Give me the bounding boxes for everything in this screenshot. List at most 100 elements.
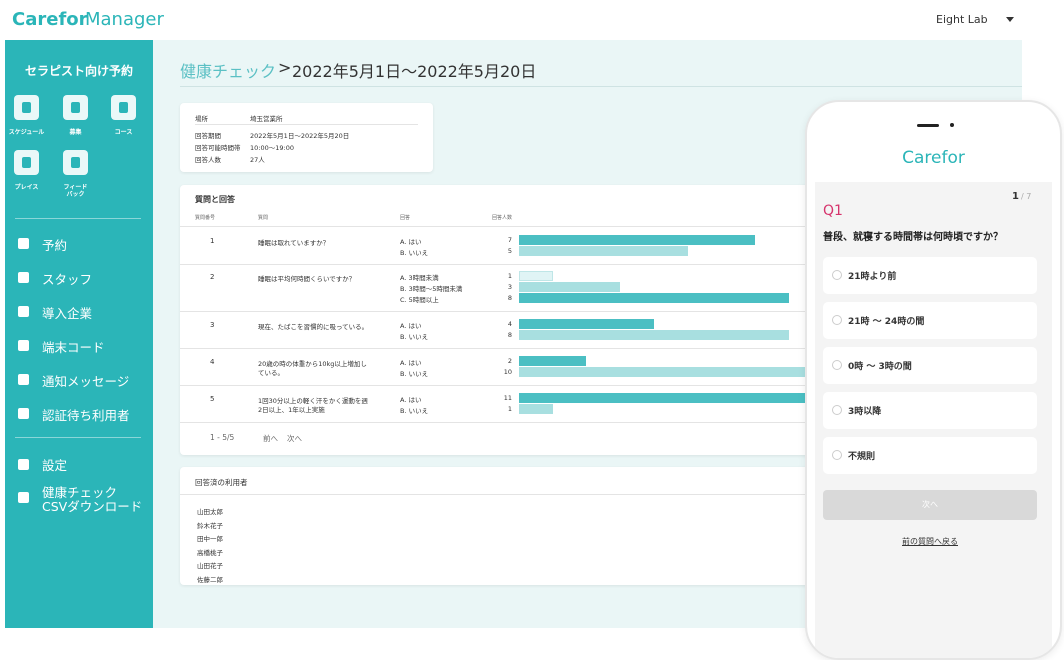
answer-count: 1 <box>507 272 512 280</box>
menu-icon <box>18 340 29 351</box>
answer-label: B. いいえ <box>400 248 429 257</box>
answer-label: A. はい <box>400 237 422 246</box>
next-button[interactable]: 次へ <box>823 490 1037 520</box>
back-link[interactable]: 前の質問へ戻る <box>902 537 958 546</box>
question-text: 現在、たばこを習慣的に吸っている。 <box>258 322 369 331</box>
menu-icon <box>18 272 29 283</box>
row-rule <box>180 385 840 386</box>
icon-label: コース <box>114 129 133 136</box>
row-rule <box>180 264 840 265</box>
notch-dot <box>950 123 954 127</box>
icon-label: フィード <box>63 184 88 191</box>
answer-label: A. はい <box>400 321 422 330</box>
answer-count: 11 <box>503 393 512 402</box>
answer-count: 7 <box>507 235 512 244</box>
answer-option[interactable]: 不規則 <box>823 437 1037 474</box>
question: 普段、就寝する時間帯は何時頃ですか？ <box>823 232 1003 243</box>
icon-glyph <box>22 157 31 168</box>
question-no: 1 <box>210 236 215 245</box>
answer-label: B. いいえ <box>400 406 429 415</box>
column-header: 回答 <box>400 215 411 221</box>
app-icon[interactable] <box>14 95 39 120</box>
answer-option[interactable]: 21時 〜 24時の間 <box>823 302 1037 339</box>
menu-item[interactable]: 設定 <box>42 458 68 473</box>
progress-current: 1 <box>1012 191 1019 202</box>
menu-item[interactable]: 端末コード <box>42 340 105 355</box>
sidebar-title: セラピスト向け予約 <box>24 64 133 78</box>
app-icon[interactable] <box>111 95 136 120</box>
option-text: 21時 〜 24時の間 <box>848 317 925 327</box>
icon-label: スケジュール <box>8 129 45 136</box>
column-header: 質問 <box>258 215 269 221</box>
caret <box>1006 17 1014 22</box>
respondent-name: 田中一郎 <box>197 535 223 543</box>
menu-icon <box>18 306 29 317</box>
brand: Manager <box>85 9 164 30</box>
answer-label: B. 3時間〜5時間未満 <box>400 285 463 293</box>
radio <box>832 450 842 460</box>
answer-option[interactable]: 0時 〜 3時の間 <box>823 347 1037 384</box>
respondent-name: 佐藤二郎 <box>197 575 223 584</box>
app-icon[interactable] <box>63 95 88 120</box>
respondents-card: 回答済の利用者 山田太郎 鈴木花子 田中一郎 高橋桃子 山田花子 佐藤二郎 <box>180 467 840 585</box>
menu-item[interactable]: CSVダウンロード <box>42 499 143 514</box>
question-no: 3 <box>210 320 215 329</box>
pagination-next[interactable]: 次へ <box>287 434 302 443</box>
qa-title: 質問と回答 <box>195 195 235 204</box>
icon-label: バック <box>66 191 85 198</box>
user-menu[interactable]: Eight Lab <box>936 13 988 26</box>
respondent-name: 山田太郎 <box>197 508 223 516</box>
answer-label: A. はい <box>400 358 422 367</box>
menu-item[interactable]: 健康チェック <box>42 485 118 500</box>
answer-option[interactable]: 21時より前 <box>823 257 1037 294</box>
qa-card: 質問と回答 質問番号 質問 回答 回答人数 1 睡眠は取れていますか？ A. はい 7 B. いい… <box>180 185 890 455</box>
menu-item[interactable]: 予約 <box>42 238 68 253</box>
menu-icon <box>18 238 29 249</box>
info-card: 場所 埼玉営業所 回答期間 2022年5月1日〜2022年5月20日 回答可能時間帯 10… <box>180 103 433 172</box>
app-icon[interactable] <box>14 150 39 175</box>
answer-bar <box>519 355 587 366</box>
info-rule <box>195 124 418 125</box>
info-value: 27人 <box>250 156 265 164</box>
respondents-title: 回答済の利用者 <box>195 478 248 487</box>
answer-bar <box>519 392 890 403</box>
answer-option[interactable]: 3時以降 <box>823 392 1037 429</box>
question-no: 2 <box>210 273 215 281</box>
menu-item[interactable]: 導入企業 <box>42 306 93 321</box>
radio <box>832 405 842 415</box>
answer-bar <box>519 318 654 329</box>
answer-count: 10 <box>503 367 512 376</box>
answer-bar <box>519 293 789 303</box>
app-icon[interactable] <box>63 150 88 175</box>
radio <box>832 315 842 325</box>
pagination-range: 1 - 5/5 <box>210 433 235 442</box>
pagination-prev[interactable]: 前へ <box>263 434 278 443</box>
menu-item[interactable]: 通知メッセージ <box>42 374 130 389</box>
answer-bar <box>519 366 856 377</box>
answer-count: 4 <box>507 319 512 328</box>
progress-total: / 7 <box>1021 192 1032 201</box>
answer-bar <box>519 234 755 245</box>
question-text: 2日以上、1年以上実施 <box>258 405 325 414</box>
menu-icon <box>18 408 29 419</box>
answer-count: 8 <box>507 330 512 339</box>
info-label: 回答人数 <box>195 156 221 164</box>
icon-glyph <box>22 102 31 113</box>
menu-item[interactable]: 認証待ち利用者 <box>42 408 130 423</box>
question-no: 4 <box>210 357 215 366</box>
header-rule <box>180 226 840 227</box>
answer-bar <box>519 403 553 414</box>
question-no: 5 <box>210 394 215 403</box>
menu-icon <box>18 459 29 470</box>
menu-icon <box>18 374 29 385</box>
answer-count: 2 <box>507 356 512 365</box>
menu-item[interactable]: スタッフ <box>42 272 93 287</box>
answer-label: A. はい <box>400 395 422 404</box>
answer-label: A. 3時間未満 <box>400 274 439 282</box>
breadcrumb-parent[interactable]: 健康チェック <box>180 62 277 81</box>
question-text: 睡眠は取れていますか？ <box>258 238 330 247</box>
question-text: 20歳の時の体重から10kg以上増加し <box>258 359 367 368</box>
option-text: 21時より前 <box>848 272 897 282</box>
row-rule <box>180 422 840 423</box>
